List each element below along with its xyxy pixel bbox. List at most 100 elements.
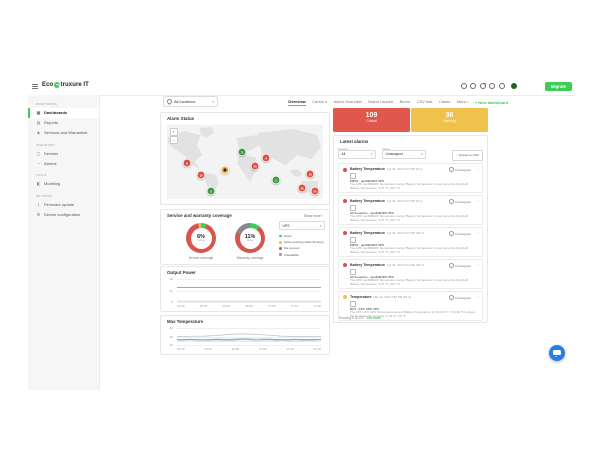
map-marker[interactable]: 18 — [305, 169, 315, 179]
severity-critical-icon — [343, 263, 347, 268]
map-marker[interactable] — [220, 165, 230, 175]
alarm-description: The UPS 'APC UPS' Temperature sensor 'Ba… — [350, 311, 476, 318]
chevron-right-icon[interactable]: › — [477, 262, 480, 268]
device-type-filter[interactable]: UPS ▾ — [279, 221, 325, 230]
new-dashboard-button[interactable]: + New dashboard — [474, 100, 509, 105]
tab-carlos-s[interactable]: Carlos s — [312, 99, 327, 105]
tab-overview[interactable]: Overview — [288, 99, 306, 107]
menu-icon[interactable] — [32, 84, 38, 89]
status-card-critical[interactable]: 109 Critical — [333, 108, 410, 132]
alarm-row[interactable]: Battery Temperature Apr 30, 2024 5:17 PM … — [338, 163, 483, 194]
notifications-icon[interactable] — [479, 83, 486, 90]
world-map[interactable]: + − 3 9 8 43 19 18 3 28 50 2 — [167, 125, 323, 199]
avatar[interactable] — [510, 82, 517, 89]
map-marker[interactable]: 43 — [250, 161, 260, 171]
sidebar-item-devices[interactable]: ▢ Devices — [28, 148, 99, 158]
alarm-location: PRO3 - apc84B4D3 UPS — [350, 242, 385, 247]
sidebar-item-alarms[interactable]: ◔ Alarms — [28, 158, 99, 168]
alarm-assignment[interactable]: Unassigned — [448, 231, 471, 236]
alarm-assignment[interactable]: Unassigned — [448, 199, 471, 204]
chevron-right-icon[interactable]: › — [477, 198, 480, 204]
x-tick-label: 16:50 — [245, 304, 253, 308]
map-marker[interactable]: 8 — [182, 158, 192, 168]
alarm-time: Apr 30, 2024 5:14 PM (28 m) — [386, 262, 425, 267]
alarm-status-card: Alarm Status + − 3 9 8 43 19 18 3 28 50 2 — [160, 112, 330, 205]
status-label: Warning — [443, 119, 456, 124]
alarm-location: All locations - apc84B4D3 UPS — [350, 274, 394, 279]
alarm-row[interactable]: Battery Temperature Apr 30, 2024 5:17 PM … — [338, 226, 483, 258]
location-filter[interactable]: All locations ▾ — [163, 96, 218, 107]
alarm-location: PRO3 - apc84B4D3 UPS — [350, 179, 385, 183]
alarm-row[interactable]: Battery Temperature Apr 30, 2024 5:17 PM … — [338, 194, 483, 226]
tab-more[interactable]: More▾ — [456, 99, 469, 105]
x-tick-label: 16:30 — [199, 304, 208, 308]
alarm-status-label: Unassigned — [455, 167, 471, 172]
legend-dot — [279, 246, 282, 250]
alarm-assignment[interactable]: Unassigned — [448, 167, 471, 172]
sidebar: Monitoring ▦ Dashboards ▤ Reports ◈ Services a… — [28, 95, 100, 390]
sidebar-item-services-and-warranties[interactable]: ◈ Services and Warranties — [28, 128, 99, 138]
map-marker[interactable]: 3 — [271, 175, 281, 185]
logo-product: IT — [83, 82, 89, 88]
map-marker[interactable]: 9 — [261, 153, 271, 163]
chat-icon — [553, 349, 561, 357]
chevron-right-icon[interactable]: › — [477, 230, 480, 236]
status-filter[interactable]: Unassigned ▾ — [382, 150, 426, 159]
alarm-time: Apr 30, 2024 5:17 PM (8 m) — [386, 166, 423, 171]
gridline — [177, 345, 321, 346]
sidebar-item-firmware-update[interactable]: ⇩ Firmware update — [28, 199, 99, 209]
alarm-list: Battery Temperature Apr 30, 2024 5:17 PM … — [338, 163, 483, 323]
alarm-row[interactable]: Battery Temperature Apr 30, 2024 5:14 PM … — [338, 258, 483, 290]
x-tick-label: 17:10 — [286, 347, 294, 351]
map-marker[interactable]: 19 — [196, 170, 206, 180]
chevron-right-icon[interactable]: › — [477, 294, 480, 300]
map-marker[interactable]: 3 — [237, 147, 247, 157]
temperature-card: Max Temperature 40 30 20 16:30 16:40 16:50 17… — [160, 315, 330, 355]
alarm-row[interactable]: Temperature Mar 15, 2024 4:59 PM (28 m) Un… — [338, 290, 483, 322]
sidebar-item-label: Services and Warranties — [44, 130, 88, 135]
tab-csv-test[interactable]: CSV test — [416, 99, 433, 105]
x-axis: 16:30 16:40 16:50 17:00 17:10 17:20 — [177, 347, 321, 352]
status-filter-value: Unassigned — [385, 152, 403, 157]
tab-cases[interactable]: Cases — [438, 99, 451, 105]
theme-icon[interactable] — [470, 83, 477, 90]
tab-burns[interactable]: Burns — [399, 99, 411, 105]
alarm-location: All locations - apc84B4D3 UPS — [350, 210, 394, 215]
dashboards-icon: ▦ — [36, 110, 41, 115]
help-icon[interactable] — [489, 83, 496, 90]
tab-alarm-overview[interactable]: Alarm Overview — [333, 99, 362, 105]
chevron-right-icon[interactable]: › — [477, 166, 480, 172]
device-icon — [350, 300, 356, 307]
modeling-icon: ◧ — [36, 181, 41, 186]
device-icon — [350, 268, 356, 275]
sidebar-item-reports[interactable]: ▤ Reports — [28, 118, 99, 128]
sidebar-item-dashboards[interactable]: ▦ Dashboards — [28, 107, 99, 118]
alarm-assignment[interactable]: Unassigned — [448, 295, 471, 300]
sidebar-item-device-configuration[interactable]: ⚙ Device configuration — [28, 209, 99, 219]
map-marker[interactable]: 2 — [206, 186, 216, 196]
migrate-button[interactable]: Migrate — [545, 81, 572, 91]
topbar: Eco truxure IT Migrate — [28, 78, 575, 96]
logo: Eco truxure IT — [42, 82, 89, 89]
donut-sublabel: Active — [246, 240, 254, 242]
sidebar-item-modeling[interactable]: ◧ Modeling — [28, 179, 99, 189]
show-more-link[interactable]: Show more › — [303, 213, 323, 218]
alarm-assignment[interactable]: Unassigned — [448, 263, 471, 268]
search-icon[interactable] — [460, 83, 467, 90]
x-tick-label: 16:30 — [177, 347, 185, 351]
severity-filter[interactable]: All ▾ — [338, 150, 376, 159]
sidebar-item-label: Dashboards — [44, 110, 68, 115]
map-marker[interactable]: 28 — [297, 183, 307, 193]
x-tick-label: 17:20 — [313, 304, 321, 308]
chat-fab[interactable] — [549, 345, 565, 361]
tab-brand-launch[interactable]: Brand Launch — [368, 99, 394, 105]
zoom-in-button[interactable]: + — [170, 128, 178, 136]
x-tick-label: 16:40 — [222, 304, 230, 308]
map-marker[interactable]: 50 — [310, 186, 320, 196]
apps-icon[interactable] — [498, 83, 505, 90]
export-csv-button[interactable]: ↓ Export to CSV — [452, 150, 483, 161]
see-more-link[interactable]: See more — [366, 315, 381, 320]
status-card-warning[interactable]: 36 Warning — [411, 108, 488, 132]
zoom-out-button[interactable]: − — [170, 136, 178, 144]
severity-filter-value: All — [341, 152, 346, 157]
